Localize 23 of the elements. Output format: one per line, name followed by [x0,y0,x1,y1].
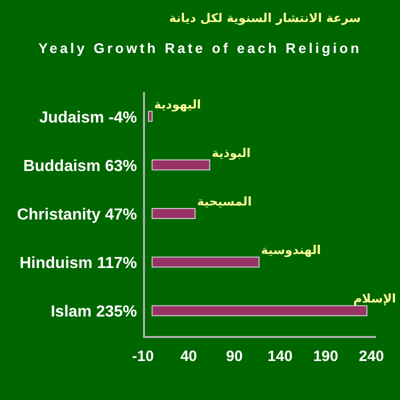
bar [152,159,210,170]
y-tick-label: Judaism -4% [39,109,137,126]
x-tick-label: 90 [226,348,243,365]
y-tick-label: Islam 235% [50,304,137,321]
bar [152,256,260,268]
bar [152,208,196,219]
x-tick-label: 240 [358,348,384,365]
x-tick-label: 140 [268,348,293,365]
bar [148,110,153,122]
chart-title: سرعة الانتشار السنوية لكل ديانة [169,11,361,25]
bar [152,305,368,316]
chart-subtitle: Yealy Growth Rate of each Religion [38,40,362,56]
annotation: المسيحية [197,194,252,208]
y-tick-label: Buddaism 63% [23,158,137,175]
annotation: الإسلام [353,292,396,306]
x-tick-label: 40 [180,348,198,365]
x-tick-label: -10 [132,348,154,365]
y-tick-label: Hinduism 117% [20,255,137,272]
x-tick-label: 190 [313,348,338,365]
y-tick-label: Christanity 47% [16,206,137,224]
annotation: اليهودية [154,97,202,112]
annotation: الهندوسية [261,243,321,258]
annotation: البوذية [212,146,251,160]
